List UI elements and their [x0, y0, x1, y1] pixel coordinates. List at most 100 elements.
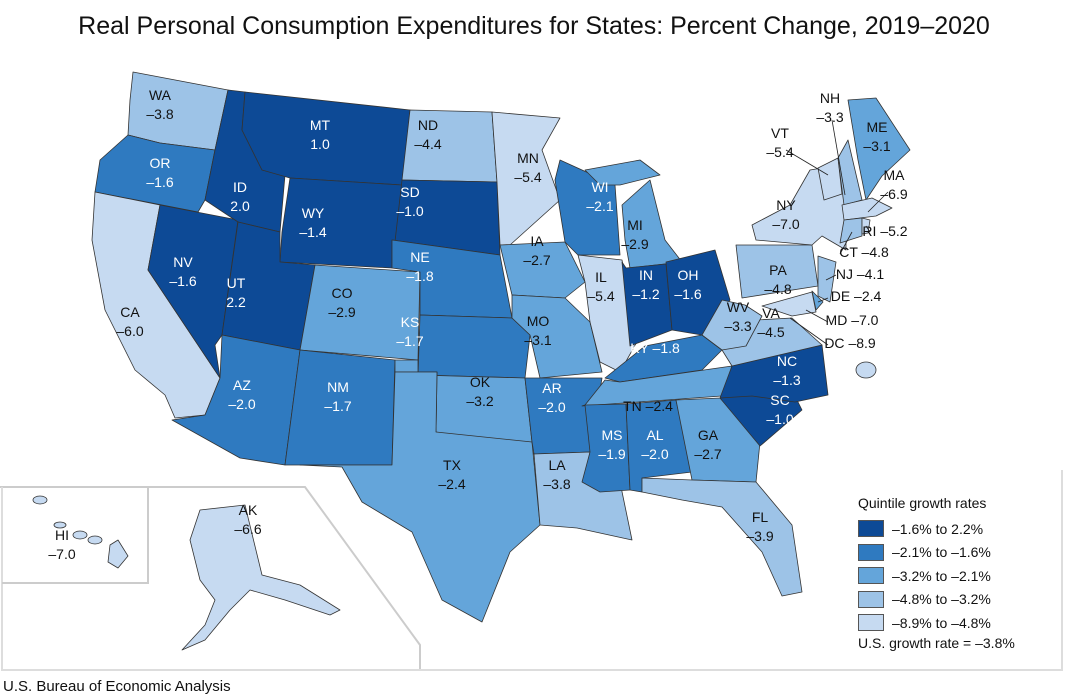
state-mi [584, 159, 661, 186]
legend: Quintile growth rates –1.6% to 2.2% –2.1… [858, 495, 1015, 651]
state-label: NV [173, 254, 193, 270]
state-label: ND [418, 117, 438, 133]
state-nj [817, 255, 837, 303]
state-hi [53, 521, 67, 529]
state-value: –2.4 [438, 476, 465, 492]
state-abbr: NJ [836, 266, 857, 282]
state-label: AR [542, 380, 561, 396]
state-hi [107, 539, 129, 569]
state-label: NC [777, 353, 797, 369]
state-label: FL [752, 509, 769, 525]
state-label: SC [770, 392, 789, 408]
state-label: WI [591, 179, 608, 195]
state-abbr: DE [831, 288, 854, 304]
state-label: CA [120, 304, 140, 320]
leader-line [867, 191, 889, 213]
state-value: –3.1 [863, 138, 890, 154]
state-label: GA [698, 427, 719, 443]
state-mo [511, 294, 603, 379]
state-label: IL [595, 269, 607, 285]
state-label: LA [548, 457, 566, 473]
state-value: –4.8 [862, 244, 889, 260]
state-wv [701, 299, 763, 351]
state-value: –2.4 [646, 398, 673, 414]
state-ia [499, 241, 586, 299]
state-value: –6.9 [880, 186, 907, 202]
state-hi [72, 530, 88, 540]
state-value: –6.0 [116, 323, 143, 339]
state-in [621, 261, 673, 347]
legend-item: –3.2% to –2.1% [858, 564, 1015, 588]
leader-line [817, 297, 829, 303]
legend-swatch [858, 520, 884, 538]
state-value: –1.0 [396, 203, 423, 219]
leader-line [865, 225, 871, 233]
legend-swatch [858, 543, 884, 561]
state-value: –2.0 [538, 399, 565, 415]
state-label: NH [820, 90, 840, 106]
state-label: IN [639, 267, 653, 283]
state-value: 2.0 [230, 198, 250, 214]
state-label: AL [646, 427, 663, 443]
state-value: –2.9 [621, 236, 648, 252]
state-label: AK [239, 502, 258, 518]
state-fl [641, 477, 803, 597]
state-value: –5.4 [766, 144, 793, 160]
state-abbr: MD [826, 312, 852, 328]
state-value: –4.4 [414, 136, 441, 152]
state-label: WY [302, 205, 325, 221]
state-tx [299, 371, 541, 623]
leader-line [839, 231, 853, 255]
state-value: –7.0 [772, 216, 799, 232]
us-growth-rate: U.S. growth rate = –3.8% [858, 634, 1015, 651]
leader-line [805, 309, 829, 323]
state-label: RI –5.2 [862, 223, 907, 239]
state-me [847, 97, 911, 201]
leader-line [789, 317, 829, 346]
state-label: UT [227, 275, 246, 291]
state-label: KS [401, 314, 420, 330]
state-value: –4.8 [764, 281, 791, 297]
state-value: –1.6 [169, 273, 196, 289]
state-value: 1.0 [310, 136, 330, 152]
state-label: NE [410, 249, 429, 265]
legend-label: –3.2% to –2.1% [892, 567, 991, 584]
state-value: –6.6 [234, 521, 261, 537]
state-value: –2.0 [228, 396, 255, 412]
state-or [94, 134, 216, 213]
state-label: TX [443, 457, 462, 473]
state-value: –1.7 [324, 398, 351, 414]
state-value: –2.4 [854, 288, 881, 304]
state-value: –3.8 [543, 476, 570, 492]
state-wy [279, 177, 403, 269]
state-vt [817, 157, 843, 201]
legend-swatch [858, 567, 884, 585]
state-label: VT [771, 125, 789, 141]
state-ma [841, 197, 893, 221]
state-value: –1.3 [773, 372, 800, 388]
state-label: MA [884, 167, 906, 183]
state-dc [855, 361, 877, 379]
state-value: –1.7 [396, 333, 423, 349]
state-label: OK [470, 374, 491, 390]
state-md [761, 291, 817, 317]
state-value: –3.8 [146, 106, 173, 122]
state-label: OR [150, 155, 171, 171]
state-ak [181, 504, 341, 651]
state-value: –1.8 [406, 268, 433, 284]
state-label: MN [517, 150, 539, 166]
state-value: –3.2 [466, 393, 493, 409]
state-value: –2.1 [586, 198, 613, 214]
state-value: –1.8 [653, 340, 680, 356]
state-label: DC –8.9 [824, 335, 876, 351]
state-value: –1.6 [674, 286, 701, 302]
state-label: HI [55, 527, 69, 543]
legend-swatch [858, 590, 884, 608]
state-hi [32, 495, 48, 505]
legend-label: –8.9% to –4.8% [892, 614, 991, 631]
legend-label: –4.8% to –3.2% [892, 591, 991, 608]
state-label: AZ [233, 377, 251, 393]
state-label: MT [310, 117, 331, 133]
state-abbr: KY [630, 340, 652, 356]
